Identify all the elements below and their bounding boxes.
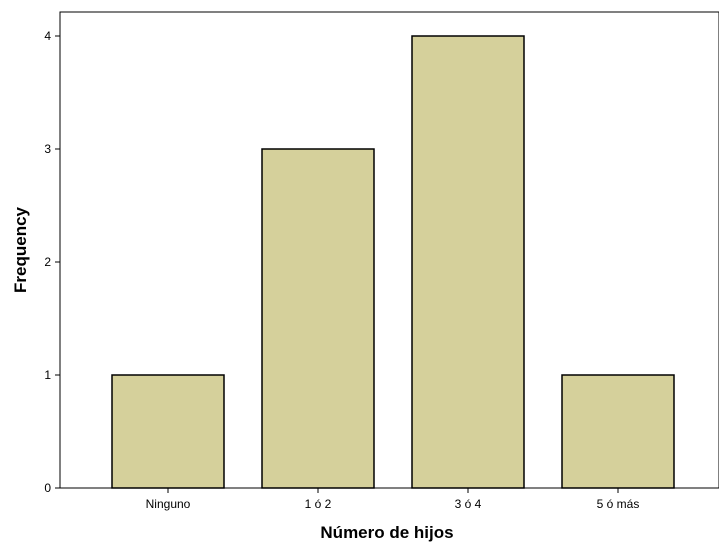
y-axis-title: Frequency (11, 206, 30, 293)
x-tick-label: 1 ó 2 (305, 497, 332, 511)
x-tick-label: 5 ó más (597, 497, 640, 511)
x-tick-label: 3 ó 4 (455, 497, 482, 511)
bar-2 (411, 35, 525, 489)
bar-1 (261, 148, 375, 489)
y-tick-label: 3 (44, 142, 51, 156)
x-tick-label: Ninguno (146, 497, 191, 511)
y-tick-label: 2 (44, 255, 51, 269)
bar-0 (111, 374, 225, 489)
y-tick-label: 0 (44, 481, 51, 495)
bar-3 (561, 374, 675, 489)
y-tick-label: 1 (44, 368, 51, 382)
x-axis-title: Número de hijos (320, 523, 453, 542)
y-tick-label: 4 (44, 29, 51, 43)
